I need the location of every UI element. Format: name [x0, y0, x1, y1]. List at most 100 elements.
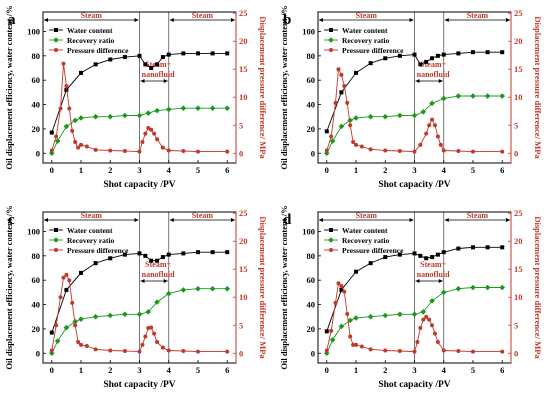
stage-arrowhead	[438, 79, 443, 83]
x-tick-label: 4	[442, 165, 447, 175]
legend-label: Recovery ratio	[342, 36, 390, 45]
y-right-tick-label: 0	[239, 148, 243, 158]
stage-arrowhead	[163, 79, 168, 83]
data-point	[122, 311, 128, 318]
y-right-tick-label: 5	[239, 120, 243, 130]
stage-label-steam: Steam	[467, 211, 489, 220]
y-left-tick-label: 100	[27, 26, 40, 36]
panel-label: b	[283, 12, 291, 28]
data-point	[484, 93, 491, 99]
y-right-tick-label: 10	[514, 292, 523, 302]
data-point	[427, 317, 432, 322]
data-point	[108, 256, 113, 261]
panel-label: c	[8, 212, 15, 228]
x-tick-label: 3	[137, 365, 141, 375]
y-right-axis-title: Displacement pressure difference/ MPa	[258, 16, 268, 159]
data-point	[470, 93, 476, 99]
data-point	[54, 138, 61, 144]
data-point	[92, 313, 99, 320]
data-point	[143, 62, 148, 67]
data-point	[429, 100, 435, 107]
stage-label-steam: Steam	[192, 11, 214, 20]
data-point	[418, 326, 423, 331]
x-tick-label: 2	[383, 165, 387, 175]
y-right-tick-label: 15	[239, 264, 248, 274]
x-axis-title: Shot capacity /PV	[378, 380, 450, 390]
data-point	[180, 287, 187, 293]
data-point	[397, 53, 402, 58]
legend-marker	[53, 237, 59, 243]
stage-arrowhead	[169, 18, 174, 22]
data-point	[397, 149, 402, 154]
legend-marker	[329, 48, 333, 52]
data-point	[397, 349, 402, 354]
data-point	[78, 316, 84, 322]
data-point	[324, 329, 329, 334]
y-right-tick-label: 10	[239, 92, 248, 102]
data-point	[137, 53, 142, 58]
data-point	[122, 112, 128, 119]
stage-arrowhead	[506, 18, 510, 22]
data-point	[140, 342, 145, 347]
data-point	[484, 284, 491, 291]
data-point	[136, 112, 143, 119]
legend-marker	[329, 248, 333, 252]
data-point	[210, 250, 215, 255]
y-left-tick-label: 60	[32, 275, 41, 285]
data-point	[485, 245, 490, 250]
data-point	[420, 109, 427, 115]
data-point	[54, 134, 59, 139]
data-point	[160, 345, 165, 350]
data-point	[122, 349, 127, 354]
data-point	[209, 285, 216, 292]
stage-arrowhead	[134, 218, 139, 222]
legend-label: Pressure difference	[342, 246, 404, 255]
data-point	[48, 350, 55, 357]
data-point	[49, 348, 54, 353]
stage-arrowhead	[409, 18, 414, 22]
data-point	[49, 148, 54, 153]
data-point	[427, 123, 432, 128]
data-point	[54, 323, 59, 328]
data-point	[430, 255, 435, 260]
data-point	[432, 331, 437, 336]
legend-label: Recovery ratio	[67, 36, 115, 45]
data-point	[143, 131, 148, 136]
panel-a: aSteamSteam+nanofluidSteam01234560204060…	[4, 5, 268, 190]
panel-label: a	[8, 12, 16, 28]
data-point	[441, 250, 446, 255]
legend-marker	[328, 37, 334, 43]
data-point	[154, 107, 160, 114]
x-tick-label: 3	[412, 365, 416, 375]
stage-arrowhead	[169, 218, 174, 222]
data-point	[499, 284, 506, 291]
panel-label: d	[283, 212, 292, 228]
stage-arrowhead	[140, 279, 145, 283]
data-point	[367, 113, 374, 120]
legend-marker	[54, 28, 58, 32]
y-right-tick-label: 15	[514, 64, 523, 74]
data-point	[49, 130, 54, 135]
stage-arrowhead	[319, 218, 323, 222]
stage-label-steam: Steam	[81, 11, 103, 20]
data-point	[76, 340, 81, 345]
legend-label: Water content	[342, 26, 388, 35]
legend-label: Pressure difference	[342, 46, 404, 55]
data-point	[435, 340, 440, 345]
data-point	[73, 323, 78, 328]
y-right-tick-label: 5	[514, 120, 518, 130]
legend-marker	[328, 237, 334, 243]
data-point	[441, 148, 446, 153]
data-point	[418, 62, 423, 67]
data-point	[345, 312, 350, 317]
data-point	[368, 61, 373, 66]
stage-arrowhead	[409, 218, 414, 222]
data-point	[166, 52, 171, 57]
stage-arrowhead	[415, 79, 420, 83]
x-tick-label: 1	[354, 165, 358, 175]
data-point	[155, 258, 160, 263]
stage-label-nanofluid: Steam+	[420, 60, 446, 69]
data-point	[166, 348, 171, 353]
x-tick-label: 6	[225, 165, 229, 175]
